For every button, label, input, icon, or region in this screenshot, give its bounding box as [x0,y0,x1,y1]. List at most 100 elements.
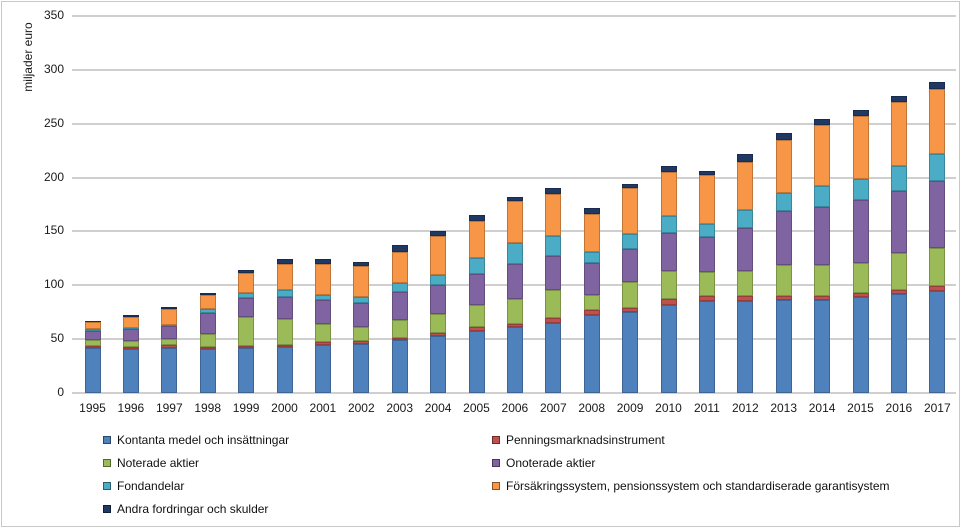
bar-segment [814,296,831,301]
legend-item: Andra fordringar och skulder [103,497,289,520]
bar-segment [122,316,139,329]
x-axis-label: 2017 [923,401,951,415]
gridline [72,176,956,179]
legend-marker-icon [103,435,111,444]
bar-segment [238,345,255,348]
bar-segment [814,124,831,187]
bar-segment [852,262,869,293]
plot-area [72,15,956,394]
bar-segment [468,215,485,221]
bar-segment [506,201,523,244]
bar-segment [583,310,600,316]
bar-segment [84,345,101,348]
bar-segment [506,299,523,325]
bar-segment [199,294,216,309]
bar-segment [775,192,792,212]
bar-segment [814,300,831,393]
legend-label: Andra fordringar och skulder [117,501,269,516]
bar-segment [737,228,754,272]
bar-segment [890,95,907,103]
bar-column-2014 [814,119,831,393]
bar-segment [199,308,216,314]
x-axis-label: 2012 [731,401,759,415]
legend-marker-icon [492,481,500,490]
bar-segment [852,109,869,117]
bar-column-2015 [852,109,869,393]
bar-column-2011 [698,171,715,393]
bar-segment [430,231,447,236]
bar-segment [238,298,255,317]
bar-segment [545,235,562,257]
bar-segment [775,296,792,301]
x-axis-label: 1998 [194,401,222,415]
bar-segment [737,153,754,163]
y-axis-title: miljader euro [21,22,35,92]
bar-segment [583,315,600,393]
x-axis-label: 2015 [847,401,874,415]
bar-column-1999 [238,270,255,393]
bar-segment [353,261,370,266]
legend-item: Kontanta medel och insättningar [103,428,289,451]
bar-column-2003 [391,245,408,393]
legend-marker-icon [103,458,111,467]
bar-segment [890,165,907,191]
bar-segment [852,297,869,393]
bar-segment [775,211,792,265]
bar-segment [929,81,946,90]
x-axis-label: 1997 [155,401,183,415]
bar-segment [161,325,178,327]
bar-segment [468,220,485,259]
x-axis-label: 2000 [271,401,298,415]
bar-segment [775,133,792,140]
bar-segment [353,302,370,328]
bar-segment [314,342,331,345]
x-axis-label: 2008 [578,401,606,415]
bar-segment [622,184,639,189]
bar-segment [122,346,139,349]
bar-segment [583,262,600,295]
bar-segment [622,307,639,313]
bar-segment [84,321,101,330]
legend-column-2: Penningsmarknadsinstrument Onoterade akti… [492,428,890,497]
bar-segment [430,314,447,333]
bar-segment [276,259,293,264]
bar-segment [276,263,293,290]
bar-segment [660,165,677,173]
bar-segment [468,304,485,328]
bar-segment [161,306,178,310]
bar-column-2009 [622,184,639,393]
bar-segment [737,301,754,393]
bar-column-2012 [737,153,754,393]
bar-segment [84,330,101,341]
bar-segment [852,178,869,201]
bar-segment [122,315,139,317]
bar-segment [199,348,216,393]
bar-segment [545,289,562,318]
bar-segment [314,259,331,264]
bar-segment [353,341,370,344]
bar-segment [238,347,255,393]
bar-segment [391,319,408,339]
x-axis-label: 2005 [463,401,490,415]
x-axis-label: 2013 [770,401,798,415]
y-tick-label: 200 [43,169,64,184]
bar-segment [430,332,447,336]
x-axis-label: 2010 [655,401,682,415]
bar-segment [545,188,562,194]
bar-segment [84,340,101,346]
bar-segment [890,253,907,290]
bar-column-1995 [84,320,101,393]
x-axis-label: 2001 [309,401,337,415]
bar-segment [929,247,946,287]
bar-segment [122,341,139,347]
bar-segment [506,243,523,264]
bar-segment [506,324,523,328]
bar-segment [353,343,370,393]
bar-segment [314,324,331,343]
gridline [72,15,956,17]
bar-segment [545,323,562,393]
bar-segment [161,339,178,345]
x-axis-label: 1996 [117,401,145,415]
bar-segment [161,344,178,348]
